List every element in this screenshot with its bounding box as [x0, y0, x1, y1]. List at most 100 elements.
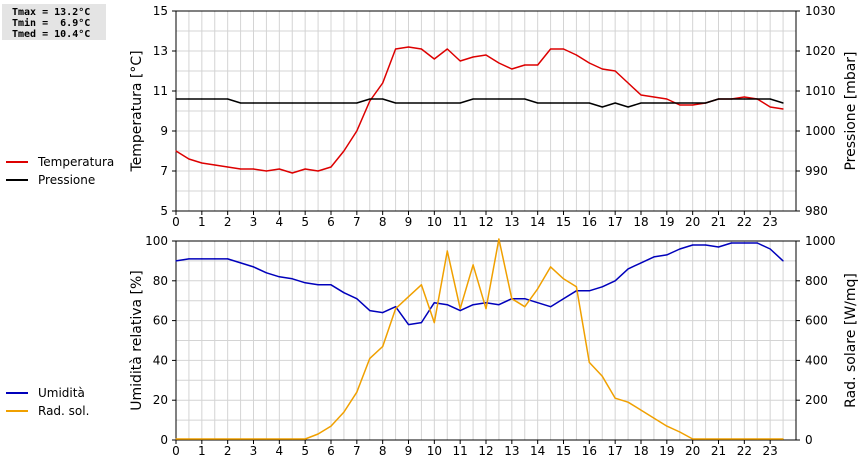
bottom-series-left-point	[717, 246, 720, 248]
bottom-series-right-point	[640, 409, 642, 411]
top-ytick-label: 15	[153, 4, 168, 18]
bottom-series-right-point	[575, 286, 578, 288]
top-series-right-point	[537, 102, 539, 104]
bottom-series-right-point	[265, 438, 268, 440]
top-xtick-label: 21	[711, 215, 726, 229]
bottom-series-right-point	[549, 266, 552, 268]
top-series-left-point	[485, 54, 487, 56]
bottom-xtick-label: 11	[453, 444, 468, 458]
legend-item-pressione: Pressione	[6, 171, 146, 189]
legend-label-temperatura: Temperatura	[38, 155, 115, 169]
bottom-series-right-point	[498, 238, 500, 240]
bottom-series-left-point	[227, 258, 229, 260]
bottom-series-right-point	[291, 438, 293, 440]
bottom-xtick-label: 22	[737, 444, 752, 458]
bottom-series-right-point	[756, 438, 758, 440]
top-series-left-point	[201, 162, 203, 164]
top-xtick-label: 15	[556, 215, 571, 229]
top-series-right-point	[188, 98, 190, 100]
bottom-series-right-point	[692, 438, 694, 440]
bottom-series-right-point	[588, 361, 590, 363]
top-series-left-point	[498, 62, 500, 64]
top-series-right-point	[730, 98, 733, 100]
top-xtick-label: 10	[427, 215, 442, 229]
top-series-right-point	[653, 102, 655, 104]
bottom-series-left-point	[524, 298, 526, 300]
bottom-series-left-point	[201, 258, 203, 260]
bottom-series-right-point	[782, 438, 784, 440]
bottom-series-left-point	[214, 258, 216, 260]
bottom-series-right-point	[472, 264, 474, 266]
top-series-left-point	[692, 104, 694, 106]
top-series-right-point	[601, 106, 603, 108]
bottom-series-right-point	[666, 425, 668, 427]
top-series-left-point	[239, 168, 242, 170]
bottom-series-right-point	[420, 284, 423, 286]
top-series-left-point	[265, 170, 268, 172]
top-series-left-point	[433, 58, 435, 60]
bottom-series-left-point	[653, 256, 655, 258]
top-ytick-right-label: 1030	[805, 4, 836, 18]
top-series-right-point	[743, 98, 745, 100]
top-series-right-point	[614, 102, 616, 104]
top-series-left-point	[679, 104, 681, 106]
top-xtick-label: 6	[327, 215, 335, 229]
top-series-right-point	[201, 98, 203, 100]
bottom-xtick-label: 19	[659, 444, 674, 458]
bottom-series-right-point	[407, 296, 410, 298]
bottom-series-right-point	[446, 250, 448, 252]
top-xtick-label: 4	[276, 215, 284, 229]
bottom-series-left-point	[549, 306, 552, 308]
top-series-left-point	[640, 94, 642, 96]
top-series-right-point	[627, 106, 629, 108]
top-series-left-point	[601, 68, 603, 70]
bottom-series-right-point	[343, 411, 345, 413]
top-series-left-point	[252, 168, 255, 170]
bottom-series-right-point	[704, 438, 707, 440]
top-series-right-point	[511, 98, 513, 100]
bottom-ylabel: Umidità relativa [%]	[129, 270, 145, 411]
bottom-series-right-point	[459, 308, 461, 310]
bottom-series-left-point	[769, 248, 771, 250]
top-ytick-label: 11	[153, 84, 168, 98]
top-series-left-point	[356, 130, 358, 132]
bottom-series-left-point	[433, 302, 435, 304]
bottom-xtick-label: 21	[711, 444, 726, 458]
tmed-stat: Tmed = 10.4°C	[12, 29, 91, 40]
temperature-stats-box: Tmax = 13.2°C Tmin = 6.9°C Tmed = 10.4°C	[2, 4, 106, 40]
bottom-series-right-point	[394, 308, 397, 310]
top-series-left-point	[291, 172, 293, 174]
bottom-series-right-line	[176, 238, 784, 440]
top-ylabel: Temperatura [°C]	[129, 50, 145, 172]
top-xtick-label: 3	[250, 215, 258, 229]
top-series-left-point	[446, 48, 448, 50]
top-series-left-point	[614, 70, 616, 72]
top-series-left-point	[330, 166, 332, 168]
bottom-series-right-point	[188, 438, 190, 440]
top-series-right-point	[356, 102, 358, 104]
top-series-right-point	[588, 102, 590, 104]
top-series-right-point	[278, 102, 280, 104]
top-series-right-point	[252, 102, 255, 104]
top-series-left-point	[407, 46, 410, 48]
top-series-right-point	[524, 98, 526, 100]
top-series-right-point	[498, 98, 500, 100]
bottom-series-right-point	[304, 438, 306, 440]
bottom-ytick-label: 0	[160, 433, 168, 447]
top-series-left-point	[188, 158, 190, 160]
top-xtick-label: 19	[659, 215, 674, 229]
top-series-right-point	[459, 102, 461, 104]
top-series-left-point	[537, 64, 539, 66]
bottom-ytick-label: 20	[153, 393, 168, 407]
legend-item-radsol: Rad. sol.	[6, 402, 146, 420]
bottom-series-left-point	[679, 248, 681, 250]
top-xtick-label: 23	[763, 215, 778, 229]
bottom-series-right-point	[214, 438, 216, 440]
bottom-series-left-point	[394, 306, 397, 308]
bottom-series-left-point	[420, 321, 423, 324]
bottom-series-left-line	[175, 242, 784, 326]
bottom-series-left-point	[704, 244, 707, 246]
top-series-right-point	[666, 102, 668, 104]
